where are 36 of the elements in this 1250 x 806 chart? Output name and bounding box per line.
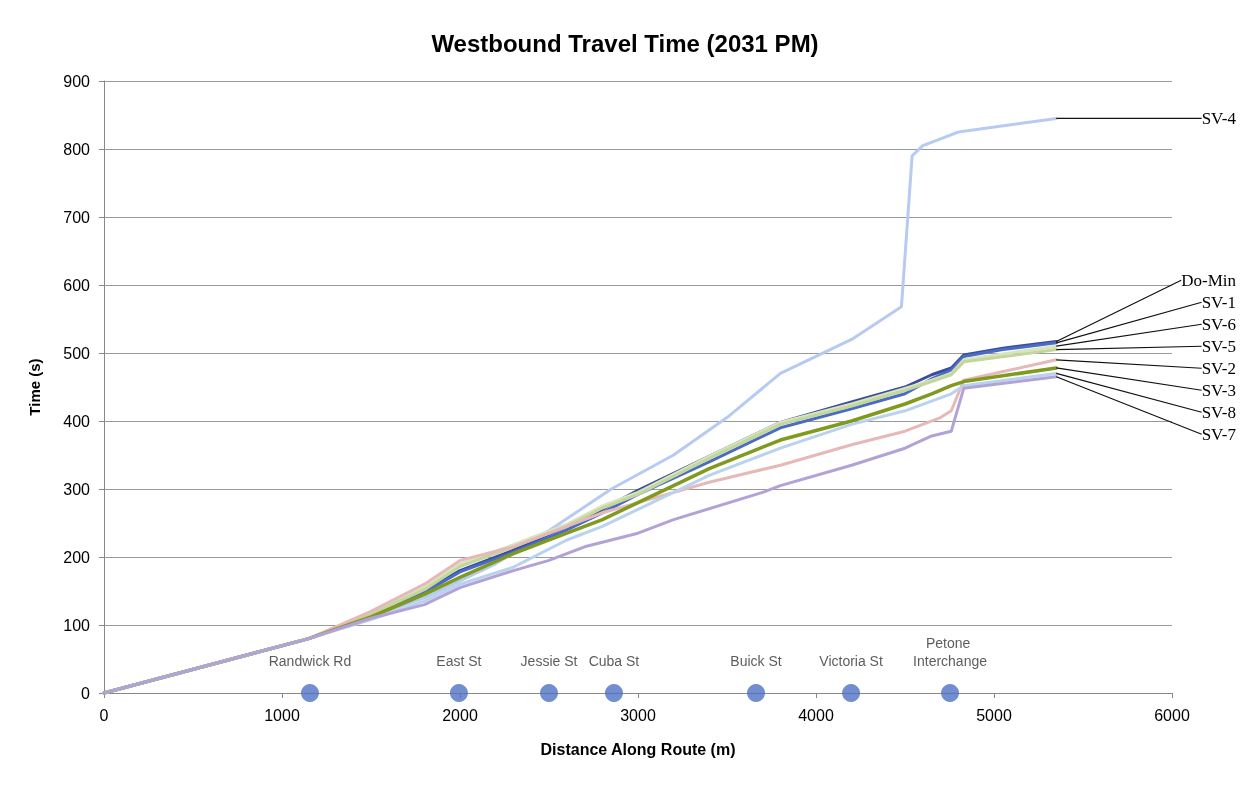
text: SV-2 — [1201, 358, 1236, 378]
text: SV-5 — [1201, 336, 1236, 356]
y-tick-label: 200 — [63, 548, 91, 566]
x-tick-label: 0 — [99, 706, 109, 724]
annotation: Buick St — [730, 653, 782, 669]
y-tick-label: 0 — [81, 684, 91, 702]
annotation: Cuba St — [588, 653, 640, 669]
x-axis-title: Distance Along Route (m) — [540, 740, 736, 758]
y-tick-label: 300 — [63, 480, 91, 498]
x-tick-label: 6000 — [1154, 706, 1190, 724]
x-tick-label: 4000 — [798, 706, 834, 724]
y-tick-label: 700 — [63, 208, 91, 226]
annotation: East St — [436, 653, 482, 669]
y-tick-label: 600 — [63, 276, 91, 294]
annotation: Jessie St — [520, 653, 578, 669]
y-tick-label: 900 — [63, 72, 91, 90]
y-tick-label: 500 — [63, 344, 91, 362]
text: SV-6 — [1201, 314, 1236, 334]
text: SV-1 — [1201, 292, 1236, 312]
y-tick-label: 800 — [63, 140, 91, 158]
annotation: Petone Interchange — [913, 635, 988, 669]
x-tick-label: 2000 — [442, 706, 478, 724]
annotation: Victoria St — [819, 653, 883, 669]
text: SV-4 — [1201, 108, 1237, 128]
text: Do-Min — [1181, 270, 1237, 290]
y-tick-label: 100 — [63, 616, 91, 634]
chart-title: Westbound Travel Time (2031 PM) — [431, 29, 819, 57]
annotation: Randwick Rd — [268, 653, 352, 669]
x-tick-label: 3000 — [620, 706, 656, 724]
y-axis-title: Time (s) — [26, 358, 43, 416]
text: SV-3 — [1201, 380, 1236, 400]
text: SV-7 — [1201, 424, 1237, 444]
y-tick-label: 400 — [63, 412, 91, 430]
x-tick-label: 1000 — [264, 706, 300, 724]
text: SV-8 — [1201, 402, 1236, 422]
x-tick-label: 5000 — [976, 706, 1012, 724]
